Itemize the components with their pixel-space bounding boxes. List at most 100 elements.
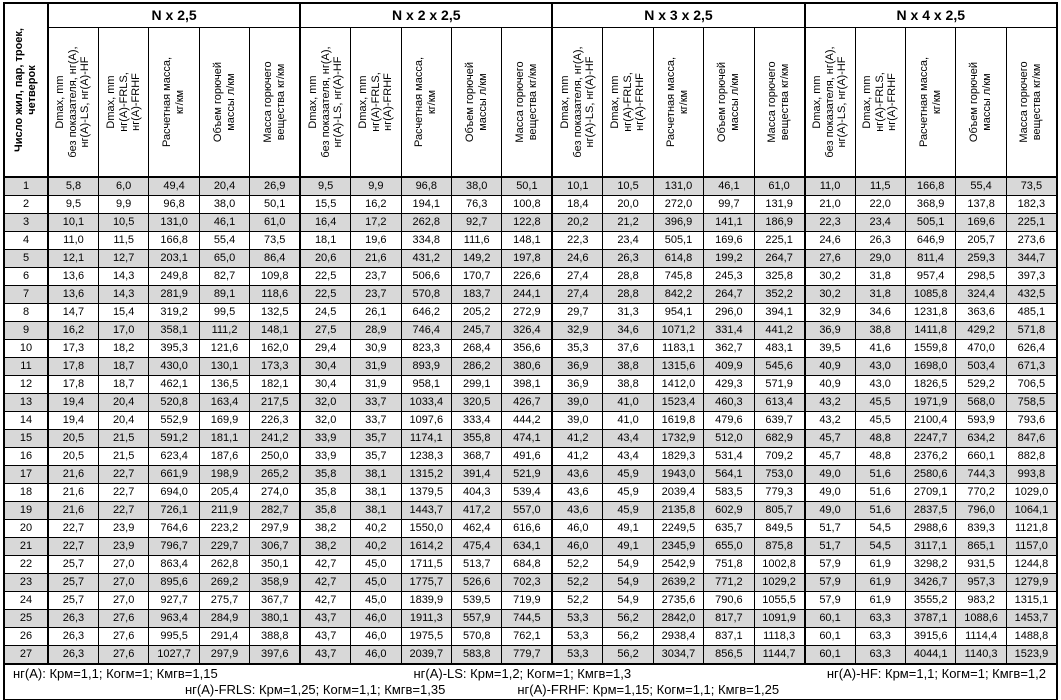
data-cell: 46,1 xyxy=(703,176,755,196)
data-cell: 60,1 xyxy=(803,645,856,665)
data-cell: 564,1 xyxy=(703,465,755,484)
row-number-cell: 22 xyxy=(3,555,49,574)
row-number-cell: 6 xyxy=(3,267,49,286)
group-header-nx3x25: N x 3 x 2,5 xyxy=(551,2,806,28)
data-cell: 744,3 xyxy=(955,465,1007,484)
data-cell: 73,5 xyxy=(1005,176,1058,196)
data-cell: 20,6 xyxy=(299,249,352,268)
data-cell: 217,5 xyxy=(249,393,301,412)
row-number-cell: 1 xyxy=(3,176,49,196)
data-cell: 512,0 xyxy=(703,429,755,448)
data-cell: 28,8 xyxy=(602,285,654,304)
data-cell: 19,4 xyxy=(46,393,99,412)
data-cell: 1091,9 xyxy=(753,609,806,628)
data-cell: 602,9 xyxy=(703,501,755,520)
data-cell: 33,9 xyxy=(299,429,352,448)
data-cell: 51,7 xyxy=(803,537,856,556)
data-cell: 50,1 xyxy=(249,195,301,214)
data-cell: 682,9 xyxy=(753,429,806,448)
data-cell: 931,5 xyxy=(955,555,1007,574)
data-cell: 805,7 xyxy=(753,501,806,520)
data-cell: 1238,3 xyxy=(400,447,453,466)
data-cell: 268,4 xyxy=(450,339,503,358)
data-cell: 506,6 xyxy=(400,267,453,286)
data-cell: 33,7 xyxy=(350,393,402,412)
data-cell: 32,0 xyxy=(299,393,352,412)
data-cell: 136,5 xyxy=(198,375,251,394)
data-cell: 39,0 xyxy=(551,393,604,412)
data-cell: 43,2 xyxy=(803,393,856,412)
data-cell: 460,3 xyxy=(703,393,755,412)
column-header: Dmax, mm без показателя, нг(А), нг(А)-LS… xyxy=(803,26,856,178)
data-cell: 250,0 xyxy=(249,447,301,466)
data-cell: 49,1 xyxy=(602,537,654,556)
data-cell: 2100,4 xyxy=(904,411,957,430)
table-row: 9 16,2 17,0 358,1 111,2 148,1 27,5 28,9 746,4 245… xyxy=(3,321,1058,340)
data-cell: 397,3 xyxy=(1005,267,1058,286)
data-cell: 1829,3 xyxy=(652,447,705,466)
data-cell: 1027,7 xyxy=(148,645,200,665)
data-cell: 1140,3 xyxy=(955,645,1007,665)
data-cell: 491,6 xyxy=(501,447,553,466)
data-cell: 29,7 xyxy=(551,303,604,322)
data-cell: 43,6 xyxy=(551,483,604,502)
data-cell: 225,1 xyxy=(1005,213,1058,232)
coeff-ngA: нг(А): Крм=1,1; Когм=1; Кмгв=1,15 xyxy=(13,666,218,681)
column-header-label: Dmax, mm без показателя, нг(А), нг(А)-LS… xyxy=(54,46,92,158)
data-cell: 22,7 xyxy=(97,483,150,502)
data-cell: 3555,2 xyxy=(904,591,957,610)
data-cell: 11,5 xyxy=(97,231,150,250)
data-cell: 875,8 xyxy=(753,537,806,556)
data-cell: 274,0 xyxy=(249,483,301,502)
data-cell: 396,9 xyxy=(652,213,705,232)
data-cell: 882,8 xyxy=(1005,447,1058,466)
data-cell: 571,9 xyxy=(753,375,806,394)
data-cell: 1453,7 xyxy=(1005,609,1058,628)
data-cell: 56,2 xyxy=(602,645,654,665)
data-cell: 173,3 xyxy=(249,357,301,376)
data-cell: 326,4 xyxy=(501,321,553,340)
data-cell: 38,0 xyxy=(198,195,251,214)
data-cell: 272,0 xyxy=(652,195,705,214)
data-cell: 130,1 xyxy=(198,357,251,376)
data-cell: 306,7 xyxy=(249,537,301,556)
row-number-cell: 18 xyxy=(3,483,49,502)
data-cell: 954,1 xyxy=(652,303,705,322)
data-cell: 24,5 xyxy=(299,303,352,322)
data-cell: 34,6 xyxy=(854,303,906,322)
column-header-label: Объем горючей массы л/км xyxy=(968,61,994,142)
data-cell: 796,0 xyxy=(955,501,1007,520)
data-cell: 169,6 xyxy=(703,231,755,250)
data-cell: 2135,8 xyxy=(652,501,705,520)
data-cell: 17,3 xyxy=(46,339,99,358)
data-cell: 31,8 xyxy=(854,285,906,304)
row-header-cell: Число жил, пар, троек, четверок xyxy=(3,2,49,178)
table-row: 21 22,7 23,9 796,7 229,7 306,7 38,2 40,2 1614,2 4… xyxy=(3,537,1058,556)
data-cell: 1523,9 xyxy=(1005,645,1058,665)
data-cell: 46,0 xyxy=(350,609,402,628)
data-cell: 23,7 xyxy=(350,285,402,304)
data-cell: 431,2 xyxy=(400,249,453,268)
data-cell: 40,2 xyxy=(350,519,402,538)
data-cell: 31,9 xyxy=(350,357,402,376)
data-cell: 362,7 xyxy=(703,339,755,358)
data-cell: 35,8 xyxy=(299,465,352,484)
data-cell: 1097,6 xyxy=(400,411,453,430)
data-cell: 31,3 xyxy=(602,303,654,322)
table-row: 19 21,6 22,7 726,1 211,9 282,7 35,8 38,1 1443,7 4… xyxy=(3,501,1058,520)
data-cell: 282,7 xyxy=(249,501,301,520)
column-header: Dmax, mm нг(А)-FRLS, нг(А)-FRHF xyxy=(854,26,906,178)
data-cell: 262,8 xyxy=(400,213,453,232)
data-cell: 36,9 xyxy=(803,321,856,340)
data-cell: 19,4 xyxy=(46,411,99,430)
row-number-cell: 16 xyxy=(3,447,49,466)
data-cell: 35,8 xyxy=(299,483,352,502)
data-cell: 823,3 xyxy=(400,339,453,358)
data-cell: 14,3 xyxy=(97,285,150,304)
data-cell: 842,2 xyxy=(652,285,705,304)
data-cell: 118,6 xyxy=(249,285,301,304)
data-cell: 1412,0 xyxy=(652,375,705,394)
data-cell: 479,6 xyxy=(703,411,755,430)
data-cell: 520,8 xyxy=(148,393,200,412)
